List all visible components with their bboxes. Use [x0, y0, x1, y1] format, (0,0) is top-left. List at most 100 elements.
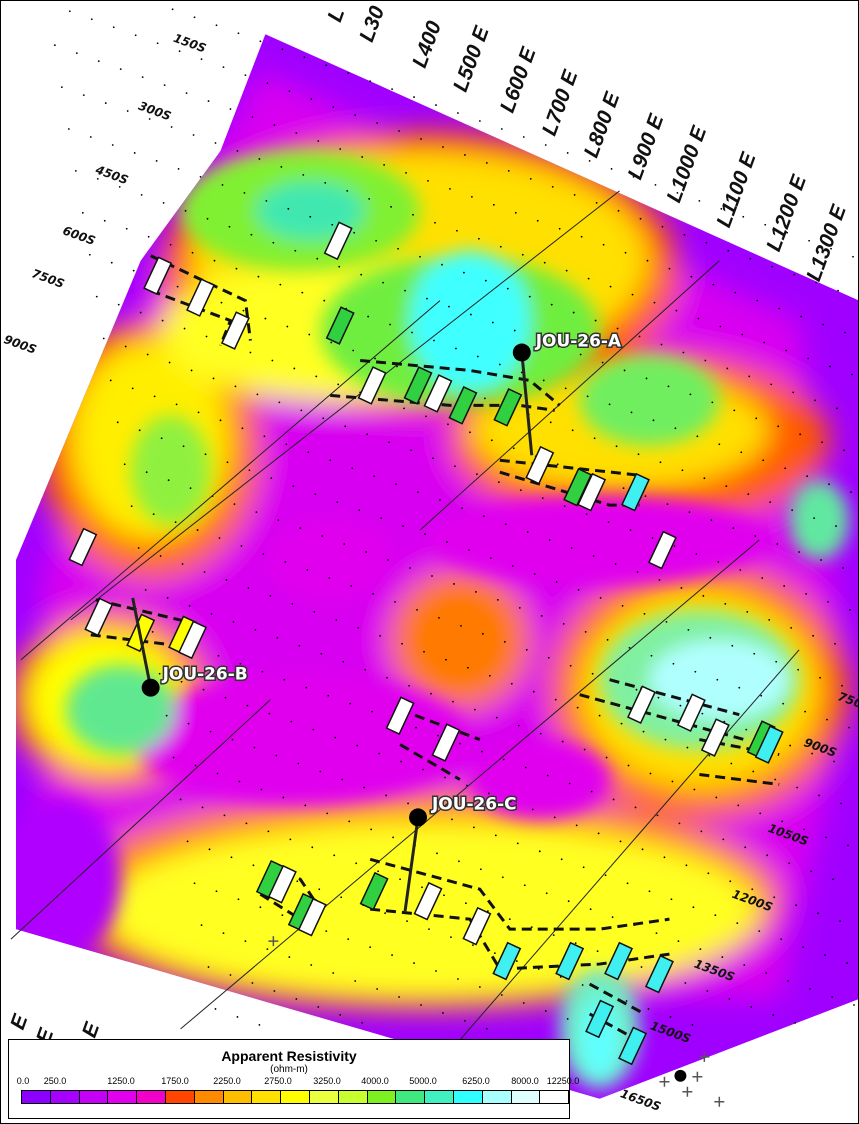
legend-tick-label: 2750.0 — [264, 1076, 292, 1086]
grid-dot — [529, 177, 532, 180]
grid-dot — [329, 459, 332, 462]
grid-dot — [797, 668, 800, 671]
grid-dot — [743, 964, 746, 966]
grid-dot — [837, 289, 839, 292]
grid-dot — [161, 319, 164, 322]
grid-dot — [605, 756, 608, 759]
grid-dot — [693, 788, 696, 791]
grid-dot — [616, 327, 619, 330]
grid-dot — [174, 521, 177, 523]
grid-dot — [185, 92, 188, 94]
grid-dot — [391, 88, 393, 91]
grid-dot — [674, 427, 677, 430]
grid-dot — [621, 604, 624, 607]
grid-dot — [582, 866, 585, 869]
line-label-l900: L900 E — [624, 110, 669, 182]
anomaly-block — [413, 881, 443, 921]
grid-dot — [137, 547, 140, 549]
grid-dot — [395, 483, 397, 486]
grid-dot — [642, 730, 645, 733]
grid-dot — [214, 1008, 217, 1010]
grid-dot — [532, 690, 535, 693]
grid-dot — [817, 912, 819, 915]
grid-dot — [340, 896, 343, 899]
legend-tick-label: 4000.0 — [361, 1076, 389, 1086]
grid-dot — [312, 728, 315, 731]
grid-dot — [709, 636, 712, 639]
grid-dot — [167, 479, 170, 482]
grid-dot — [643, 612, 646, 615]
grid-dot — [673, 545, 676, 547]
station-label-300s: 300S — [137, 99, 173, 124]
grid-dot — [343, 543, 346, 545]
grid-dot — [292, 485, 295, 488]
grid-dot — [251, 116, 254, 118]
grid-dot — [488, 674, 491, 677]
grid-dot — [193, 16, 196, 19]
grid-dot — [327, 694, 330, 697]
grid-dot — [421, 886, 423, 889]
line-label-l800: L800 E — [580, 88, 625, 160]
grid-dot — [288, 90, 291, 92]
grid-dot — [435, 970, 437, 972]
grid-dot — [53, 44, 56, 47]
grid-dot — [432, 457, 434, 460]
grid-dot — [814, 399, 816, 402]
grid-dot — [722, 838, 725, 841]
grid-dot — [522, 136, 525, 138]
grid-dot — [834, 642, 836, 645]
grid-dot — [810, 870, 813, 873]
grid-dot — [754, 535, 757, 537]
grid-dot — [831, 996, 833, 998]
grid-dot — [306, 569, 309, 571]
grid-dot — [572, 311, 575, 314]
grid-dot — [160, 437, 163, 440]
grid-dot — [302, 174, 305, 176]
grid-dot — [750, 1006, 753, 1008]
grid-dot — [782, 702, 785, 705]
grid-dot — [297, 762, 300, 765]
anomaly-block — [676, 693, 706, 732]
grid-dot — [271, 359, 274, 362]
grid-dot — [644, 495, 647, 498]
grid-dot — [260, 788, 263, 791]
grid-dot — [796, 786, 799, 789]
grid-dot — [584, 630, 587, 633]
grid-dot — [148, 118, 151, 120]
grid-dot — [184, 209, 187, 212]
grid-dot — [82, 94, 85, 96]
legend-units: (ohm-m) — [270, 1064, 308, 1075]
legend-tick-label: 6250.0 — [462, 1076, 490, 1086]
grid-dot — [692, 906, 695, 909]
grid-dot — [558, 227, 561, 230]
grid-dot — [835, 525, 837, 527]
grid-dot — [502, 758, 505, 761]
line-label-l30: L30 — [355, 3, 389, 45]
grid-dot — [668, 267, 671, 270]
legend-swatch — [223, 1091, 253, 1103]
legend-swatch — [50, 1091, 80, 1103]
grid-dot — [623, 369, 626, 372]
grid-dot — [172, 756, 175, 759]
grid-dot — [526, 531, 529, 533]
grid-dot — [241, 427, 244, 430]
grid-dot — [480, 750, 483, 753]
grid-dot — [761, 577, 764, 579]
legend-swatch — [108, 1091, 138, 1103]
grid-dot — [431, 575, 433, 577]
grid-dot — [357, 626, 360, 629]
grid-dot — [117, 303, 120, 306]
grid-dot — [734, 291, 737, 294]
grid-dot — [273, 990, 276, 992]
grid-dot — [815, 281, 817, 284]
grid-dot — [153, 395, 156, 398]
grid-dot — [825, 836, 827, 839]
grid-dot — [745, 728, 748, 731]
grid-dot — [523, 884, 526, 887]
grid-dot — [577, 589, 580, 591]
grid-dot — [846, 962, 848, 964]
line-label-l500: L500 E — [449, 23, 494, 95]
grid-dot — [798, 551, 801, 553]
grid-dot — [811, 752, 814, 755]
grid-dot — [352, 349, 355, 352]
